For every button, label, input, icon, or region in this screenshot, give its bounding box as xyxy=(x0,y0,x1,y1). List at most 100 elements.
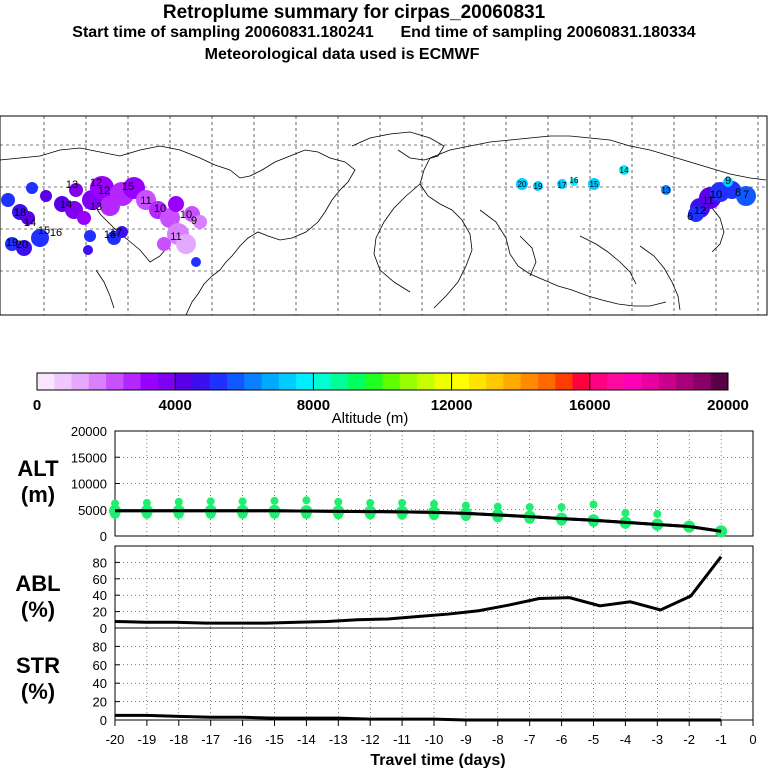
x-tick-label: -2 xyxy=(683,732,695,747)
series-line xyxy=(115,713,722,722)
panel-frame xyxy=(114,627,754,721)
trajectory-marker xyxy=(723,177,733,187)
particle-dot xyxy=(493,502,502,511)
particle-dot xyxy=(238,497,247,506)
y-tick-label: 10000 xyxy=(71,477,107,492)
particle-dot xyxy=(174,497,183,506)
colorbar-cell xyxy=(537,373,556,390)
colorbar-cell xyxy=(710,373,729,390)
x-tick-label: -1 xyxy=(715,732,727,747)
colorbar-cell xyxy=(451,373,470,390)
colorbar-cell xyxy=(382,373,401,390)
y-tick-label: 80 xyxy=(93,639,107,654)
time-series-panels: 05000100001500020000ALT(m)020406080ABL(%… xyxy=(15,424,754,728)
trajectory-marker xyxy=(557,179,567,189)
x-tick-label: -4 xyxy=(620,732,632,747)
y-tick-label: 0 xyxy=(100,621,107,636)
map-day-label: 14 xyxy=(60,199,72,211)
map-day-label: 17 xyxy=(558,181,567,190)
met-data-line: Meteorological data used is ECMWF xyxy=(204,46,480,63)
colorbar-cell xyxy=(157,373,176,390)
map-day-label: 12 xyxy=(98,185,110,197)
trajectory-marker xyxy=(619,165,629,175)
colorbar-cell xyxy=(658,373,677,390)
trajectory-marker xyxy=(570,178,578,186)
map-day-label: 15 xyxy=(38,225,50,237)
series-line xyxy=(114,555,723,625)
trajectory-marker xyxy=(516,178,528,190)
particle-dot xyxy=(206,497,215,506)
map-day-label: 10 xyxy=(710,189,722,201)
trajectory-marker xyxy=(160,208,180,228)
colorbar-cell xyxy=(434,373,453,390)
y-tick-label: 20 xyxy=(93,695,107,710)
colorbar-cell xyxy=(140,373,159,390)
x-tick-label: -17 xyxy=(201,732,220,747)
trajectory-marker xyxy=(661,185,671,195)
particle-dot xyxy=(398,498,407,507)
map-day-label: 15 xyxy=(590,180,599,189)
colorbar-cell xyxy=(468,373,487,390)
colorbar-cell xyxy=(520,373,539,390)
map-day-label: 6 xyxy=(687,211,693,223)
x-tick-label: -19 xyxy=(138,732,157,747)
colorbar-cell xyxy=(278,373,297,390)
x-tick-label: -10 xyxy=(425,732,444,747)
x-tick-label: -20 xyxy=(106,732,125,747)
particle-dot xyxy=(142,498,151,507)
particle-dot xyxy=(557,503,566,512)
colorbar-cell xyxy=(71,373,90,390)
map-day-label: 10 xyxy=(180,209,192,221)
colorbar-cell xyxy=(37,373,55,390)
colorbar-tick-label: 20000 xyxy=(707,397,749,414)
map-day-label: 8 xyxy=(735,187,741,199)
map-day-label: 12 xyxy=(694,205,706,217)
x-tick-label: -13 xyxy=(329,732,348,747)
map-day-label: 13 xyxy=(66,179,78,191)
trajectory-marker xyxy=(191,257,201,267)
particle-dot xyxy=(589,500,598,509)
particle-dot xyxy=(621,508,630,517)
map-day-label: 16 xyxy=(104,229,116,241)
colorbar-cell xyxy=(209,373,228,390)
x-tick-label: -8 xyxy=(492,732,504,747)
y-tick-label: 0 xyxy=(100,713,107,728)
trajectory-marker xyxy=(688,206,704,222)
colorbar-cell xyxy=(676,373,694,390)
x-tick-label: -18 xyxy=(169,732,188,747)
colorbar-cell xyxy=(227,373,245,390)
x-tick-label: -5 xyxy=(588,732,600,747)
coastlines xyxy=(0,131,767,316)
trajectory-marker xyxy=(176,234,196,254)
x-axis: Travel time (days) -20 -19 -18 -17 -16 -15 -14… xyxy=(106,720,757,768)
trajectory-marker xyxy=(83,245,93,255)
colorbar-cell xyxy=(54,373,73,390)
x-tick-label: -12 xyxy=(361,732,380,747)
colorbar-ticks: 0 4000 8000 12000 16000 20000 xyxy=(33,373,749,414)
colorbar-cell xyxy=(123,373,142,390)
y-tick-label: 60 xyxy=(93,572,107,587)
x-tick-label: -7 xyxy=(524,732,536,747)
trajectory-marker xyxy=(5,237,19,251)
panel-ylabel: (%) xyxy=(21,679,55,704)
trajectory-marker xyxy=(21,211,35,225)
colorbar-tick-label: 4000 xyxy=(159,397,192,414)
particle-dot xyxy=(716,526,727,537)
y-tick-label: 15000 xyxy=(71,450,107,465)
trajectory-marker xyxy=(26,182,38,194)
y-tick-label: 40 xyxy=(93,676,107,691)
trajectory-marker xyxy=(533,181,543,191)
trajectory-marker xyxy=(84,230,96,242)
map-day-label: 17 xyxy=(110,227,122,239)
page-title: Retroplume summary for cirpas_20060831 xyxy=(162,2,546,23)
colorbar-cell xyxy=(486,373,504,390)
panel-ylabel: (m) xyxy=(21,482,55,507)
trajectory-marker xyxy=(16,240,32,256)
colorbar-cells xyxy=(37,373,729,390)
trajectory-marker xyxy=(1,193,15,207)
colorbar-cell xyxy=(106,373,124,390)
panel-ylabel: ALT xyxy=(17,456,59,481)
colorbar-cell xyxy=(88,373,107,390)
